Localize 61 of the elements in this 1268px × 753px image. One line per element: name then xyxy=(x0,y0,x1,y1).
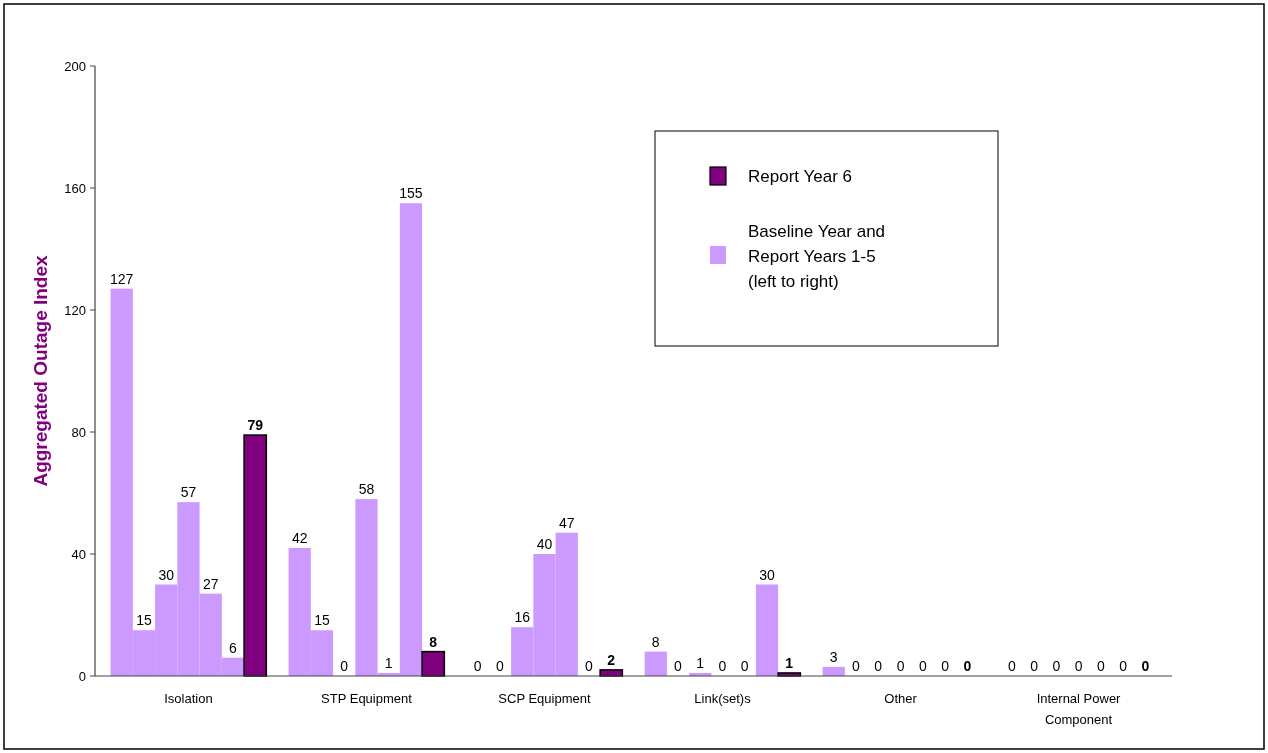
data-label: 0 xyxy=(473,658,482,674)
bar xyxy=(421,650,446,677)
data-label: 0 xyxy=(1096,658,1105,674)
data-label: 127 xyxy=(110,270,134,287)
legend-label: Report Year 6 xyxy=(748,166,852,186)
data-label: 1 xyxy=(384,654,393,671)
data-label: 0 xyxy=(1030,658,1039,674)
data-label: 57 xyxy=(180,484,197,501)
data-label: 0 xyxy=(963,658,972,674)
data-label: 15 xyxy=(136,612,152,629)
bar xyxy=(644,651,667,676)
data-label: 40 xyxy=(536,536,553,552)
bar xyxy=(243,434,268,677)
data-label: 0 xyxy=(496,658,505,674)
x-tick-label: STP Equipment xyxy=(321,691,413,706)
x-tick-label: Other xyxy=(884,691,918,706)
data-label: 6 xyxy=(229,639,238,656)
data-label: 8 xyxy=(429,633,438,650)
data-label: 0 xyxy=(1074,658,1083,674)
data-label: 0 xyxy=(918,658,927,674)
data-label: 1 xyxy=(785,654,794,671)
x-tick-label: Isolation xyxy=(164,691,213,706)
y-tick-label: 160 xyxy=(64,180,86,196)
data-label: 79 xyxy=(247,417,264,434)
data-label: 0 xyxy=(718,658,727,674)
x-tick-label: SCP Equipment xyxy=(498,691,591,706)
data-label: 0 xyxy=(874,658,883,674)
data-label: 30 xyxy=(158,566,175,583)
data-label: 0 xyxy=(1007,658,1016,674)
data-label: 2 xyxy=(607,651,616,668)
y-tick-label: 0 xyxy=(78,668,86,684)
data-label: 0 xyxy=(1052,658,1061,674)
data-label: 0 xyxy=(896,658,905,674)
data-label: 0 xyxy=(852,658,861,674)
y-tick-label: 40 xyxy=(71,546,86,562)
data-label: 3 xyxy=(829,648,838,665)
data-label: 0 xyxy=(674,658,683,674)
data-label: 27 xyxy=(202,575,219,592)
bar xyxy=(755,584,779,676)
data-label: 47 xyxy=(558,514,575,531)
x-tick-label: Link(set)s xyxy=(694,691,752,706)
data-label: 58 xyxy=(358,481,375,498)
x-tick-label: Internal Power Component xyxy=(1036,691,1122,727)
data-label: 15 xyxy=(314,612,330,629)
y-tick-label: 80 xyxy=(71,424,86,440)
data-label: 0 xyxy=(941,658,950,674)
data-label: 8 xyxy=(651,633,660,650)
data-label: 1 xyxy=(696,654,705,671)
data-label: 0 xyxy=(740,658,749,674)
y-tick-label: 120 xyxy=(64,302,86,318)
data-label: 30 xyxy=(759,566,776,583)
y-axis-title: Aggregated Outage Index xyxy=(30,254,51,487)
legend-label: Baseline Year and Report Years 1-5 (left to right) xyxy=(748,221,886,291)
data-label: 155 xyxy=(399,185,423,202)
data-label: 16 xyxy=(514,609,531,626)
data-label: 42 xyxy=(291,529,308,546)
data-label: 0 xyxy=(1141,658,1150,674)
data-label: 0 xyxy=(585,658,594,674)
data-label: 0 xyxy=(340,658,349,674)
y-tick-label: 200 xyxy=(64,58,86,74)
data-label: 0 xyxy=(1119,658,1128,674)
